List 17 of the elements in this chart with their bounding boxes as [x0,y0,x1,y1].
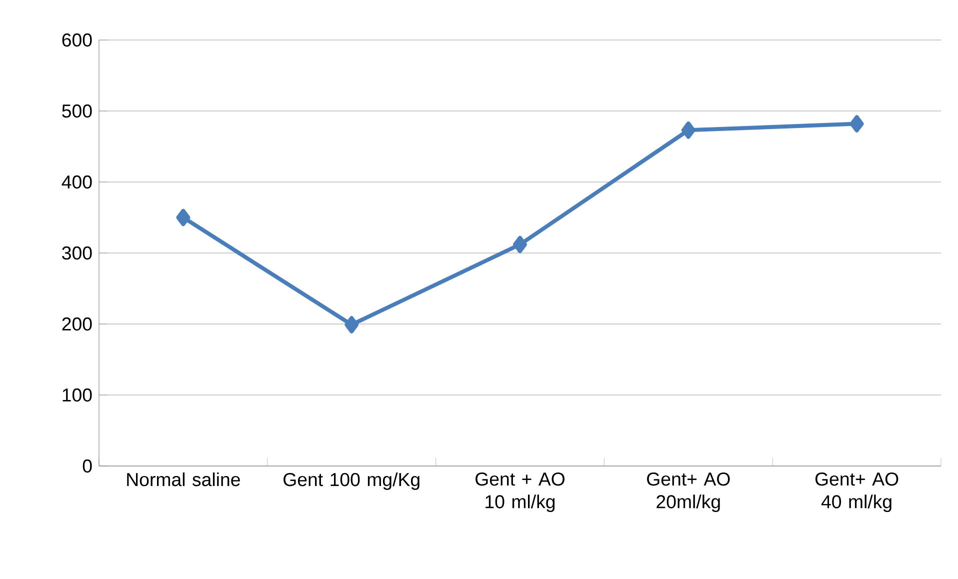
y-tick-label: 600 [62,33,92,47]
x-tick-label: Gent+ AO 40 ml/kg [815,472,898,512]
point [681,122,696,139]
point [344,316,359,334]
point [850,115,864,132]
y-tick-label: 200 [62,317,92,331]
y-tick-label: 300 [62,246,92,260]
x-tick-label: Gent 100 mg/Kg [284,472,420,490]
point [513,236,527,254]
y-tick-label: 400 [62,175,92,189]
x-tick-label: Gent + AO 10 ml/kg [476,472,564,512]
point [176,208,190,226]
y-tick-label: 500 [62,104,92,118]
x-tick-label: Normal saline [127,472,240,486]
x-tick-label: Gent+ AO 20ml/kg [647,472,730,512]
y-tick-label: 0 [82,459,92,473]
y-tick-label: 100 [62,388,92,402]
